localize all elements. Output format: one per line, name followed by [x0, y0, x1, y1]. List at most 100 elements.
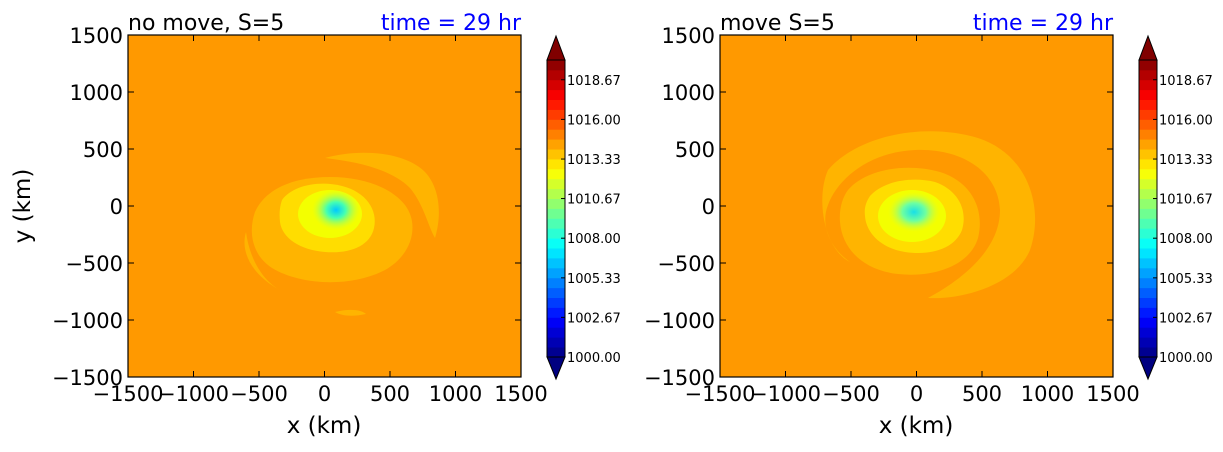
colorbar-tick-label: 1016.00	[1159, 113, 1213, 128]
x-tick-label: −500	[822, 382, 880, 406]
outer-band	[244, 232, 280, 290]
colorbar-frame	[1138, 59, 1158, 358]
plot-area	[720, 35, 1113, 377]
colorbar-segment	[1139, 258, 1157, 269]
eye-region	[888, 192, 940, 232]
colorbar-segment	[547, 307, 565, 318]
x-axis-label: x (km)	[879, 413, 954, 439]
colorbar-segment	[547, 317, 565, 328]
colorbar-segment	[1139, 267, 1157, 279]
colorbar-segment	[547, 218, 565, 229]
axes: −1500−1000 −500 0 500 1000 1500150010005000−5…	[644, 24, 1140, 406]
outer-band	[822, 131, 1036, 299]
y-tick-label: 1500	[662, 24, 715, 48]
y-tick-label: 0	[702, 195, 715, 219]
colorbar-segment	[547, 287, 565, 298]
colorbar-segment	[1139, 79, 1157, 91]
colorbar-tick-label: 1010.67	[1159, 193, 1213, 208]
y-tick-label: 1000	[70, 81, 123, 105]
outer-band	[335, 309, 366, 316]
colorbar-segment	[547, 79, 565, 91]
colorbar-tick-label: 1002.67	[1159, 311, 1213, 326]
y-tick-label: 500	[675, 138, 715, 162]
colorbar-segment	[1139, 307, 1157, 318]
colorbar-tick-label: 1005.33	[567, 272, 621, 287]
x-tick-label: 1000	[1021, 382, 1074, 406]
y-tick-label: 1500	[70, 24, 123, 48]
colorbar-segment	[547, 198, 565, 209]
panel-no-move: no move, S=5 time = 29 hr −1500−1000 −500…	[10, 11, 621, 439]
x-axis-label: x (km)	[287, 413, 362, 439]
x-tick-label: −1500	[684, 382, 755, 406]
colorbar-tick-label: 1008.00	[567, 232, 621, 247]
colorbar-segment	[1139, 178, 1157, 190]
panel-move: move S=5 time = 29 hr −1500−1000 −500 0 500…	[644, 11, 1213, 439]
x-tick-label: 500	[370, 382, 410, 406]
colorbar-segment	[1139, 248, 1157, 259]
colorbar-segment	[547, 109, 565, 120]
time-label: time = 29 hr	[381, 11, 522, 36]
colorbar-tick-label: 1008.00	[1159, 232, 1213, 247]
y-tick-label: −1500	[52, 366, 123, 390]
colorbar-frame	[546, 59, 566, 358]
y-axis-label: y (km)	[10, 169, 36, 244]
x-tick-label: −1500	[92, 382, 163, 406]
colorbar-segment	[1139, 287, 1157, 298]
colorbar-segment	[547, 159, 565, 170]
colorbar-tick-label: 1000.00	[1159, 351, 1213, 366]
colorbar-segment	[1139, 327, 1157, 338]
colorbar-segment	[1139, 129, 1157, 140]
colorbar-tick-label: 1002.67	[567, 311, 621, 326]
y-tick-label: −1000	[644, 309, 715, 333]
colorbar-segment	[547, 228, 565, 239]
colorbar-segment	[1139, 99, 1157, 110]
y-tick-label: −500	[65, 252, 123, 276]
colorbar-segment	[1139, 149, 1157, 160]
y-tick-label: 500	[83, 138, 123, 162]
x-tick-label: 1000	[429, 382, 482, 406]
colorbar-segment	[1139, 218, 1157, 229]
colorbar-tick-label: 1013.33	[1159, 153, 1213, 168]
x-tick-label: 0	[318, 382, 331, 406]
colorbar-segment	[547, 129, 565, 140]
colorbar-segment	[547, 277, 565, 289]
colorbar-segment	[1139, 159, 1157, 170]
colorbar-segment	[547, 178, 565, 190]
colorbar-segment	[547, 60, 565, 71]
colorbar-tick-label: 1000.00	[567, 351, 621, 366]
colorbar-segment	[1139, 168, 1157, 180]
colorbar-tick-label: 1018.67	[567, 74, 621, 89]
colorbar-segment	[547, 327, 565, 338]
y-tick-label: −500	[657, 252, 715, 276]
colorbar-segment	[1139, 297, 1157, 308]
colorbar-segment	[547, 238, 565, 249]
colorbar-segment	[1139, 119, 1157, 130]
colorbar-extend-max	[1138, 34, 1158, 61]
colorbar-segment	[547, 149, 565, 160]
colorbar-segment	[547, 208, 565, 219]
colorbar-segment	[1139, 60, 1157, 71]
colorbar-segment	[1139, 238, 1157, 249]
colorbar-segment	[547, 297, 565, 308]
panel-title: move S=5	[720, 11, 835, 36]
colorbar-segment	[1139, 198, 1157, 209]
eye-region	[312, 190, 360, 230]
colorbar-tick-label: 1005.33	[1159, 272, 1213, 287]
x-tick-label: 0	[910, 382, 923, 406]
x-tick-label: −1000	[750, 382, 821, 406]
colorbar-segment	[547, 337, 565, 348]
y-tick-label: 1000	[662, 81, 715, 105]
x-tick-label: 1500	[1086, 382, 1139, 406]
colorbar-tick-label: 1013.33	[567, 153, 621, 168]
colorbar-tick-label: 1018.67	[1159, 74, 1213, 89]
time-label: time = 29 hr	[973, 11, 1114, 36]
colorbar-segment	[547, 168, 565, 180]
x-tick-label: −500	[230, 382, 288, 406]
colorbar-segment	[547, 248, 565, 259]
colorbar-segment	[547, 267, 565, 279]
colorbar-extend-min	[1138, 356, 1158, 381]
colorbar-extend-max	[546, 34, 566, 61]
colorbar-segment	[547, 89, 565, 100]
colorbar-tick-label: 1010.67	[567, 193, 621, 208]
